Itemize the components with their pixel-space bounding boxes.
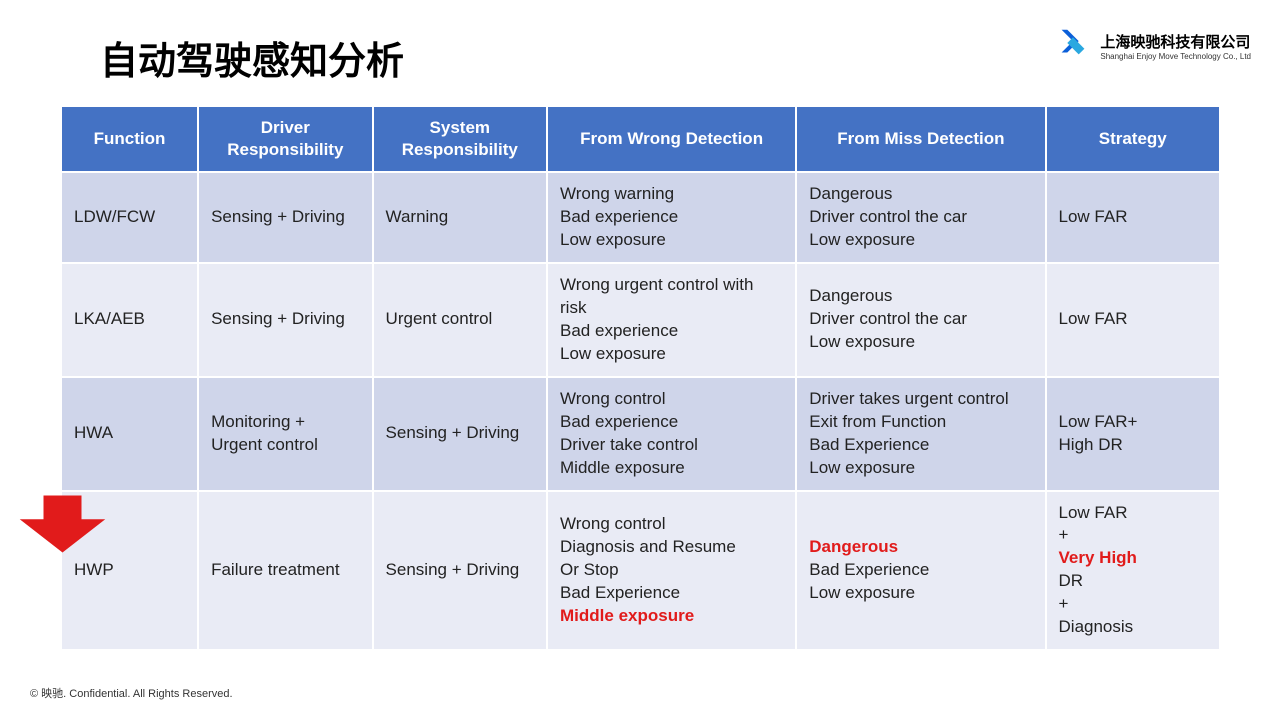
cell-driver: Sensing + Driving — [198, 263, 372, 377]
page-title: 自动驾驶感知分析 — [100, 30, 1221, 85]
table-header-row: Function Driver Responsibility System Re… — [61, 106, 1220, 172]
cell-wrong: Wrong urgent control with riskBad experi… — [547, 263, 796, 377]
analysis-table: Function Driver Responsibility System Re… — [60, 105, 1221, 651]
th-wrong: From Wrong Detection — [547, 106, 796, 172]
th-function: Function — [61, 106, 198, 172]
footer-copyright: © 映驰. Confidential. All Rights Reserved. — [30, 685, 233, 701]
logo-icon — [1054, 24, 1092, 67]
table-row: LKA/AEBSensing + DrivingUrgent controlWr… — [61, 263, 1220, 377]
cell-miss: DangerousBad ExperienceLow exposure — [796, 491, 1045, 651]
slide-container: 上海映驰科技有限公司 Shanghai Enjoy Move Technolog… — [0, 0, 1281, 719]
table-body: LDW/FCWSensing + DrivingWarningWrong war… — [61, 172, 1220, 650]
cell-system: Urgent control — [373, 263, 547, 377]
cell-strategy: Low FAR — [1046, 172, 1220, 263]
table-row: HWAMonitoring + Urgent controlSensing + … — [61, 377, 1220, 491]
cell-miss: DangerousDriver control the carLow expos… — [796, 263, 1045, 377]
cell-wrong: Wrong controlBad experienceDriver take c… — [547, 377, 796, 491]
cell-function: LDW/FCW — [61, 172, 198, 263]
th-system: System Responsibility — [373, 106, 547, 172]
cell-driver: Sensing + Driving — [198, 172, 372, 263]
cell-function: HWA — [61, 377, 198, 491]
cell-miss: Driver takes urgent controlExit from Fun… — [796, 377, 1045, 491]
th-strategy: Strategy — [1046, 106, 1220, 172]
cell-system: Sensing + Driving — [373, 491, 547, 651]
logo-text: 上海映驰科技有限公司 Shanghai Enjoy Move Technolog… — [1100, 31, 1251, 61]
th-driver: Driver Responsibility — [198, 106, 372, 172]
table-row: HWPFailure treatmentSensing + DrivingWro… — [61, 491, 1220, 651]
cell-strategy: Low FAR+High DR — [1046, 377, 1220, 491]
down-arrow-icon — [15, 494, 110, 559]
cell-strategy: Low FAR — [1046, 263, 1220, 377]
cell-function: LKA/AEB — [61, 263, 198, 377]
logo-cn-name: 上海映驰科技有限公司 — [1100, 31, 1251, 52]
logo-en-name: Shanghai Enjoy Move Technology Co., Ltd — [1100, 52, 1251, 61]
cell-driver: Failure treatment — [198, 491, 372, 651]
th-miss: From Miss Detection — [796, 106, 1045, 172]
table-row: LDW/FCWSensing + DrivingWarningWrong war… — [61, 172, 1220, 263]
company-logo: 上海映驰科技有限公司 Shanghai Enjoy Move Technolog… — [1054, 24, 1251, 67]
cell-system: Warning — [373, 172, 547, 263]
cell-wrong: Wrong controlDiagnosis and ResumeOr Stop… — [547, 491, 796, 651]
cell-wrong: Wrong warningBad experienceLow exposure — [547, 172, 796, 263]
cell-system: Sensing + Driving — [373, 377, 547, 491]
cell-miss: DangerousDriver control the carLow expos… — [796, 172, 1045, 263]
cell-driver: Monitoring + Urgent control — [198, 377, 372, 491]
cell-strategy: Low FAR+Very High DR+Diagnosis — [1046, 491, 1220, 651]
